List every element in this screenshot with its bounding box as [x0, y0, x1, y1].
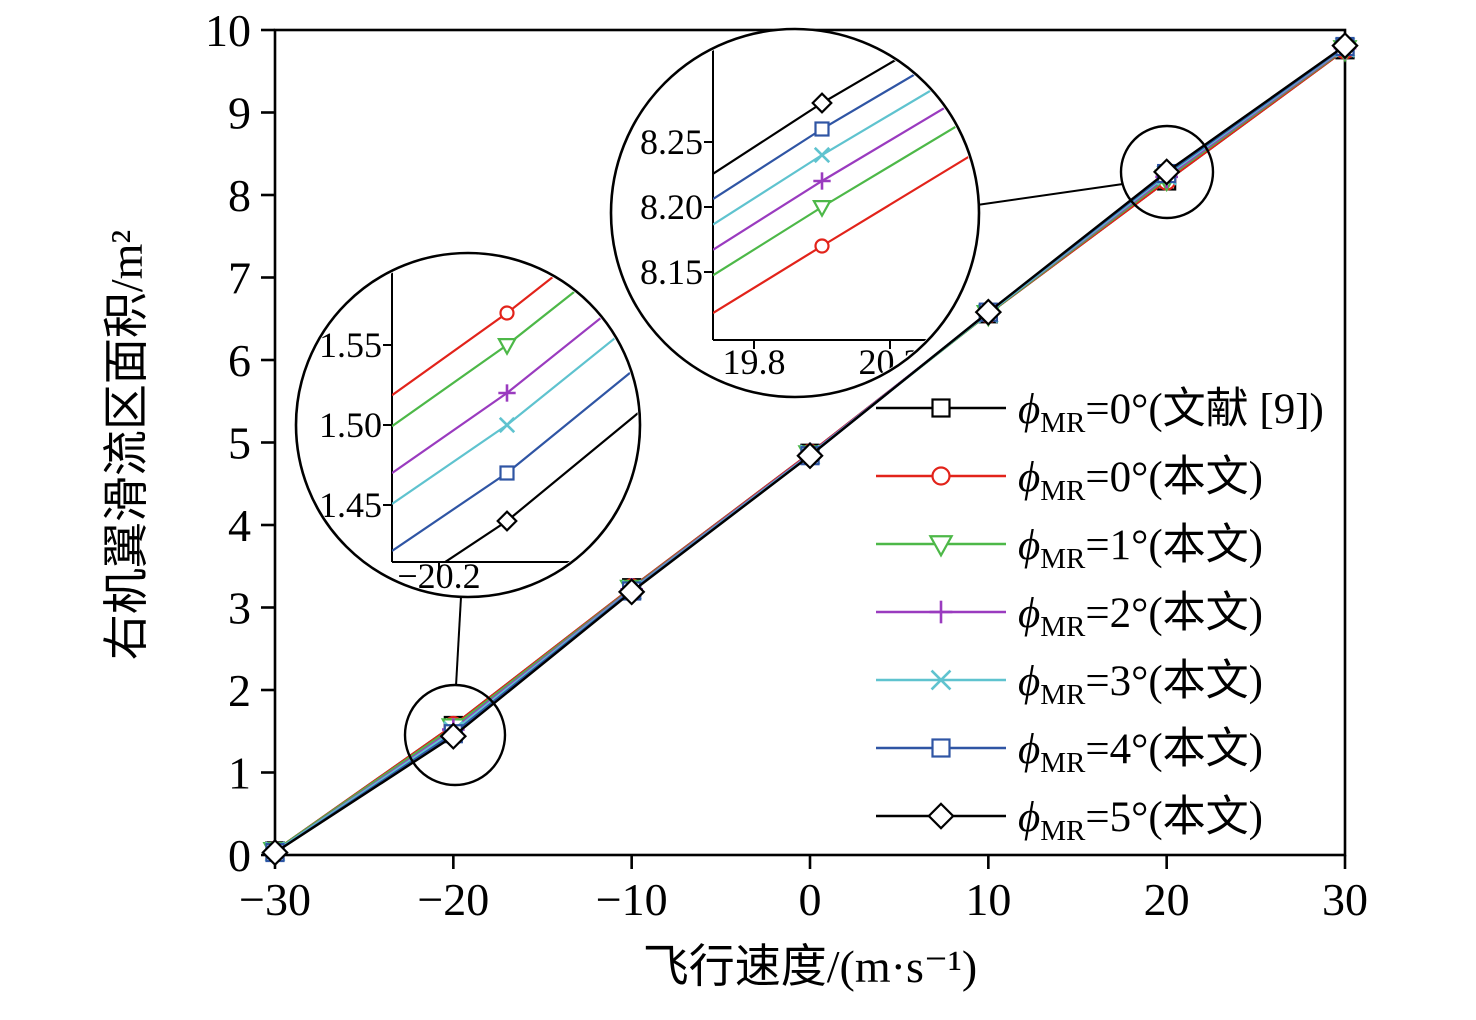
inset-marker-1 [814, 238, 830, 254]
zoom-indicator-circle-left [403, 683, 507, 787]
y-tick-label: 9 [228, 88, 251, 139]
inset-marker-5 [499, 465, 515, 481]
series-group [261, 31, 1359, 867]
legend-marker [930, 669, 952, 691]
inset-marker-4 [498, 416, 516, 434]
series-6-marker [974, 298, 1003, 326]
axis-ticks: −30 −20 −10 0 10 20 30 0 1 2 3 4 5 6 7 8 9 10 [205, 5, 1368, 925]
x-tick-label: −30 [239, 874, 311, 925]
y-tick-label: 5 [228, 418, 251, 469]
inset-y-tick-label: 1.50 [319, 405, 382, 445]
inset-marker-6 [496, 510, 518, 532]
legend-label: ϕMR=1°(本文) [1018, 521, 1263, 575]
inset-x-tick-label: 20.2 [859, 342, 922, 382]
inset-y-tick-label: 8.25 [640, 122, 703, 162]
inset-y-tick-label: 1.45 [319, 485, 382, 525]
legend-label: ϕMR=4°(本文) [1018, 725, 1263, 779]
inset-circle [609, 27, 981, 399]
y-tick-label: 10 [205, 5, 251, 56]
legend-label: ϕMR=0°(文献 [9]) [1018, 385, 1324, 439]
legend-row-1: ϕMR=0°(本文) [876, 453, 1263, 507]
series-6-marker [1331, 31, 1359, 60]
inset-x-tick-label: −20.2 [397, 556, 480, 596]
legend: ϕMR=0°(文献 [9]) ϕMR=0°(本文) ϕMR=1°(本文) ϕMR=2°… [876, 385, 1324, 847]
inset-marker-2 [497, 337, 517, 356]
x-tick-label: 10 [965, 874, 1011, 925]
legend-row-2: ϕMR=1°(本文) [876, 521, 1263, 575]
inset-marker-3 [498, 384, 516, 402]
inset-x-tick-label: 19.8 [723, 342, 786, 382]
inset-marker-4 [813, 146, 831, 164]
inset-y-tick-label: 8.15 [640, 252, 703, 292]
inset-circle [294, 251, 642, 599]
zoom-indicator-circle-right [1119, 124, 1215, 220]
series-6-marker [261, 838, 289, 867]
zoom-connector-left [455, 596, 462, 687]
legend-row-3: ϕMR=2°(本文) [876, 589, 1263, 643]
x-tick-label: 30 [1322, 874, 1368, 925]
legend-row-4: ϕMR=3°(本文) [876, 657, 1263, 711]
series-6-marker [617, 578, 646, 606]
legend-label: ϕMR=5°(本文) [1018, 793, 1263, 847]
inset-y-tick-label: 8.20 [640, 187, 703, 227]
inset-marker-1 [499, 305, 515, 321]
legend-row-0: ϕMR=0°(文献 [9]) [876, 385, 1324, 439]
series-6-marker [439, 722, 468, 750]
legend-row-6: ϕMR=5°(本文) [876, 793, 1263, 847]
legend-marker [927, 802, 955, 830]
legend-marker [929, 600, 953, 624]
legend-row-5: ϕMR=4°(本文) [876, 725, 1263, 779]
legend-marker [931, 398, 951, 418]
x-axis-title: 飞行速度/(m·s⁻¹) [643, 941, 978, 992]
y-tick-label: 7 [228, 253, 251, 304]
y-tick-label: 3 [228, 583, 251, 634]
y-tick-label: 0 [228, 830, 251, 881]
legend-label: ϕMR=3°(本文) [1018, 657, 1263, 711]
x-tick-label: 20 [1144, 874, 1190, 925]
x-tick-label: −10 [596, 874, 668, 925]
legend-marker [931, 466, 951, 486]
y-tick-label: 2 [228, 665, 251, 716]
inset-zoom-right: 8.15 8.20 8.25 19.8 20.2 [609, 27, 981, 399]
x-tick-label: −20 [417, 874, 489, 925]
legend-label: ϕMR=0°(本文) [1018, 453, 1263, 507]
chart-generated-content: −30 −20 −10 0 10 20 30 0 1 2 3 4 5 6 7 8 9 10 8.15 8.20 8.25… [205, 5, 1368, 925]
legend-label: ϕMR=2°(本文) [1018, 589, 1263, 643]
zoom-connector-right [976, 183, 1124, 206]
y-axis-title: 右机翼滑流区面积/m² [101, 230, 152, 660]
inset-marker-3 [813, 172, 831, 190]
inset-marker-5 [814, 121, 830, 137]
legend-marker [931, 738, 951, 758]
inset-zoom-left: 1.45 1.50 1.55 −20.2 [294, 251, 642, 599]
y-tick-label: 4 [228, 500, 251, 551]
y-tick-label: 8 [228, 170, 251, 221]
y-tick-label: 1 [228, 748, 251, 799]
inset-y-tick-label: 1.55 [319, 325, 382, 365]
x-tick-label: 0 [799, 874, 822, 925]
series-6-marker [1152, 158, 1181, 186]
series-6-marker [796, 442, 824, 470]
y-tick-label: 6 [228, 335, 251, 386]
inset-marker-6 [811, 92, 833, 114]
inset-marker-2 [812, 199, 832, 218]
legend-marker [928, 535, 954, 558]
